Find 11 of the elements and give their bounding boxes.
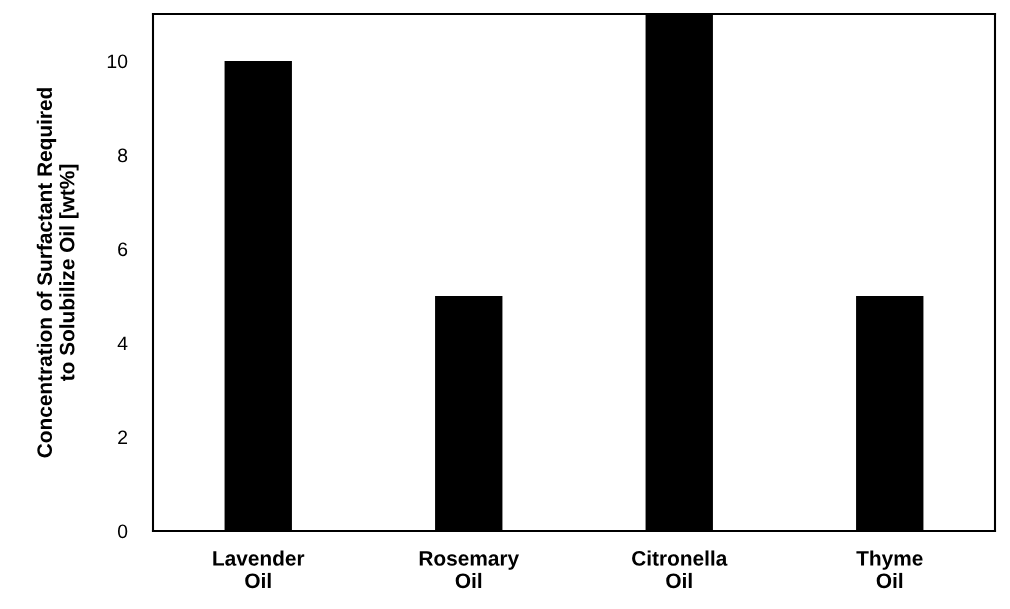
y-tick-label: 8 xyxy=(118,148,128,163)
x-tick-label: Thyme Oil xyxy=(856,550,923,589)
x-tick-label: Rosemary Oil xyxy=(419,551,520,589)
y-tick-label: 0 xyxy=(117,524,128,539)
y-tick-label: 6 xyxy=(118,242,128,257)
y-axis-title: Concentration of Surfactant Required to Solubilize Oil [wt%] xyxy=(36,88,79,458)
x-tick-label: Lavender Oil xyxy=(213,550,305,589)
y-tick-label: 10 xyxy=(107,54,128,69)
x-tick-label: Citronella Oil xyxy=(632,550,728,589)
y-tick-label: 2 xyxy=(118,430,128,445)
y-tick-label: 4 xyxy=(117,336,128,351)
